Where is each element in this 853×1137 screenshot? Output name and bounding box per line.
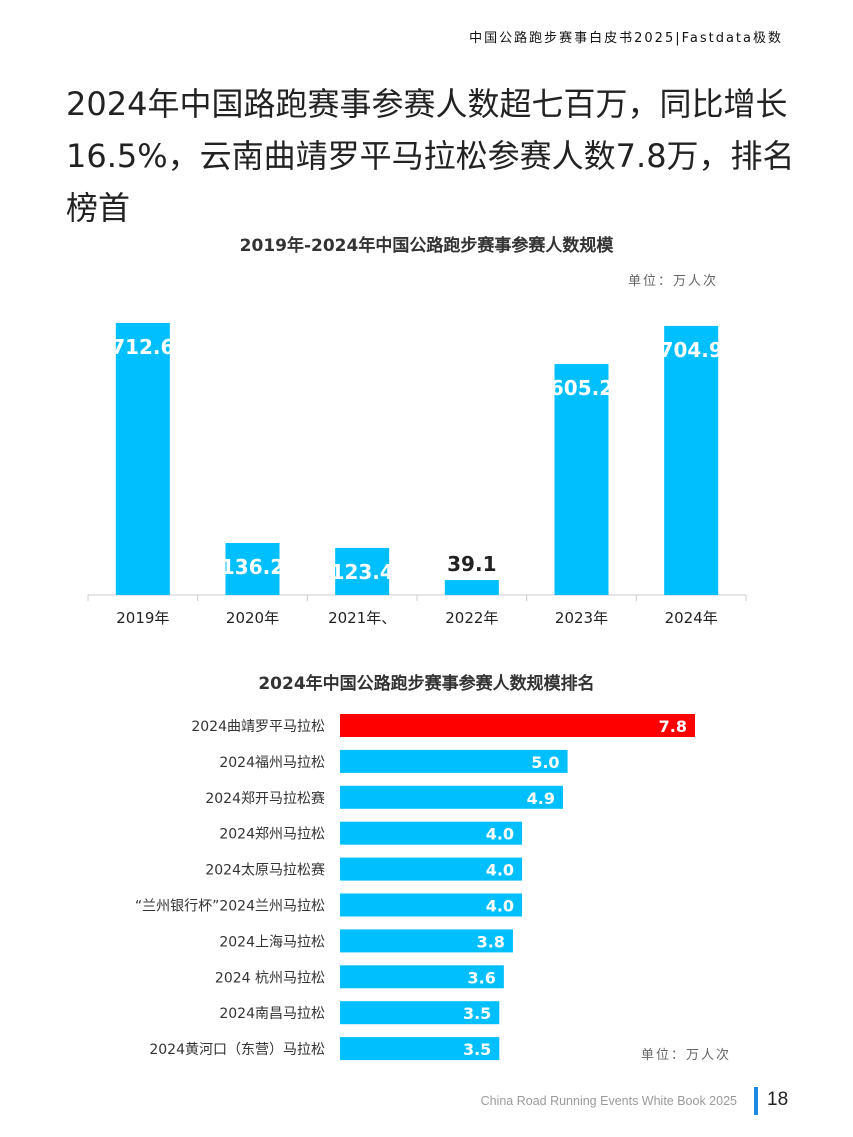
x-tick-label: 2022年 — [445, 609, 498, 627]
ranking-category-label: 2024上海马拉松 — [219, 934, 325, 950]
bar-value-label: 136.2 — [221, 555, 284, 579]
bar-value-label: 605.2 — [550, 376, 613, 400]
ranking-category-label: 2024黄河口（东营）马拉松 — [149, 1041, 325, 1058]
bar — [335, 547, 390, 595]
bar-value-label: 712.6 — [111, 335, 174, 359]
ranking-category-label: 2024福州马拉松 — [219, 755, 325, 771]
ranking-bar-value: 4.0 — [486, 825, 514, 844]
ranking-category-label: 2024太原马拉松赛 — [205, 863, 325, 879]
chart2-unit: 单位：万人次 — [641, 1048, 732, 1063]
ranking-bar — [340, 1001, 500, 1025]
ranking-bar — [340, 857, 523, 881]
page-number: 18 — [767, 1089, 789, 1110]
ranking-bar — [340, 893, 523, 917]
ranking-category-label: 2024郑州马拉松 — [219, 827, 325, 843]
x-tick-label: 2021年、 — [328, 609, 396, 627]
bar-value-label: 704.9 — [660, 338, 723, 362]
chart1-svg: 712.6 2019年 136.2 2020年 123.4 2021年、 39.1 2022年… — [87, 323, 747, 627]
report-header: 中国公路跑步赛事白皮书2025|Fastdata极数 — [469, 31, 783, 46]
bar-value-label: 123.4 — [331, 560, 394, 584]
chart2-svg: 7.8 2024曲靖罗平马拉松 5.0 2024福州马拉松 4.9 2024郑开马拉松赛 4… — [135, 714, 695, 1061]
bar — [554, 363, 609, 595]
ranking-category-label: 2024郑开马拉松赛 — [205, 791, 325, 807]
x-tick-label: 2023年 — [555, 609, 608, 627]
bar — [225, 543, 280, 595]
ranking-bar-value: 4.9 — [527, 789, 555, 808]
ranking-bar — [340, 821, 523, 845]
ranking-bar — [340, 929, 513, 953]
x-tick-label: 2020年 — [226, 609, 279, 627]
ranking-bar-value: 3.5 — [463, 1040, 491, 1059]
ranking-bar — [340, 714, 695, 737]
ranking-bar — [340, 749, 568, 773]
bar — [664, 325, 719, 595]
ranking-bar-value: 4.0 — [486, 897, 514, 916]
ranking-category-label: 2024曲靖罗平马拉松 — [191, 719, 325, 735]
bar-value-label: 39.1 — [447, 552, 496, 576]
chart1-title: 2019年-2024年中国公路跑步赛事参赛人数规模 — [239, 236, 614, 256]
ranking-bar — [340, 785, 564, 809]
x-tick-label: 2024年 — [665, 609, 718, 627]
ranking-bar — [340, 1037, 500, 1061]
footer-accent-bar — [754, 1087, 758, 1115]
ranking-bar-value: 3.6 — [468, 968, 496, 987]
ranking-bar — [340, 965, 504, 989]
chart2-title: 2024年中国公路跑步赛事参赛人数规模排名 — [258, 674, 595, 694]
ranking-category-label: 2024 杭州马拉松 — [215, 970, 325, 986]
ranking-bar-value: 3.5 — [463, 1004, 491, 1023]
ranking-category-label: “兰州银行杯”2024兰州马拉松 — [135, 899, 325, 915]
bar — [115, 323, 170, 595]
footer-book-title: China Road Running Events White Book 202… — [480, 1094, 737, 1108]
ranking-bar-value: 7.8 — [659, 717, 687, 736]
page-title: 2024年中国路跑赛事参赛人数超七百万，同比增长16.5%，云南曲靖罗平马拉松参… — [66, 85, 795, 227]
ranking-bar-value: 3.8 — [477, 932, 505, 951]
ranking-bar-value: 4.0 — [486, 861, 514, 880]
bar — [444, 580, 499, 595]
chart1-unit: 单位：万人次 — [628, 274, 719, 289]
ranking-category-label: 2024南昌马拉松 — [219, 1006, 325, 1022]
ranking-bar-value: 5.0 — [531, 753, 559, 772]
x-tick-label: 2019年 — [116, 609, 169, 627]
